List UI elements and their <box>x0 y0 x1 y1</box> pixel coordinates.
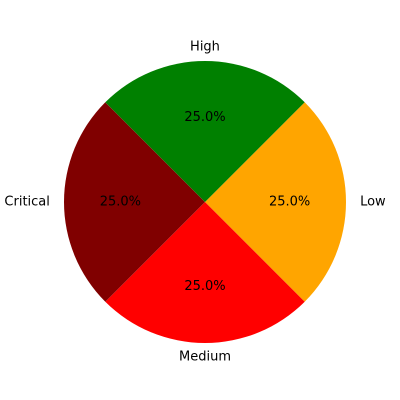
pie-labels: Low 25.0% Medium 25.0% Critical 25.0% High 25.0… <box>4 39 386 364</box>
percent-label-medium: 25.0% <box>184 279 225 294</box>
category-label-low: Low <box>360 195 386 210</box>
pie-slice-low <box>205 102 346 302</box>
percent-label-high: 25.0% <box>184 110 225 125</box>
pie-slice-medium <box>105 202 305 343</box>
category-label-high: High <box>190 39 220 54</box>
percent-label-critical: 25.0% <box>100 195 141 210</box>
pie-slice-high <box>105 61 305 203</box>
category-label-critical: Critical <box>4 195 49 210</box>
pie-slices <box>64 61 346 343</box>
pie-slice-critical <box>64 102 205 302</box>
category-label-medium: Medium <box>179 350 231 365</box>
percent-label-low: 25.0% <box>269 195 310 210</box>
